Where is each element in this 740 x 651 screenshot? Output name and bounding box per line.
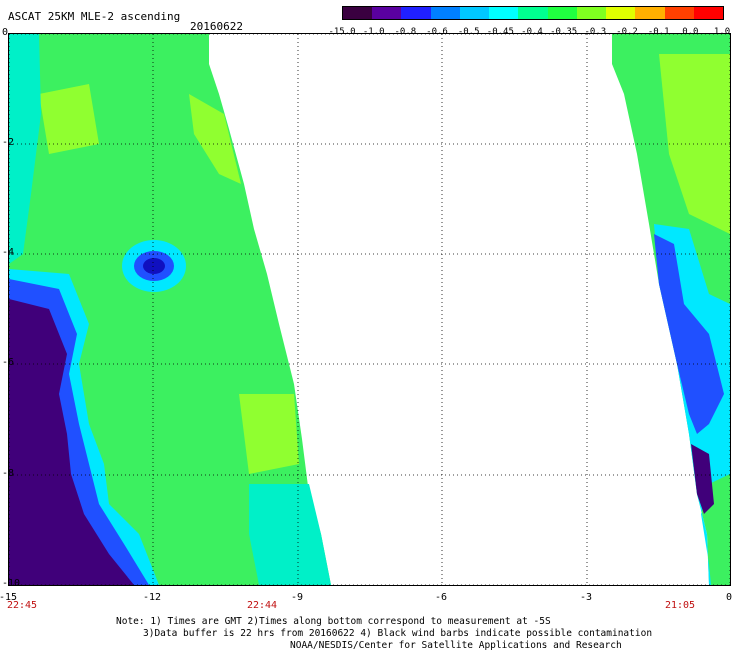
right-swath-green-tip [709,559,730,585]
colorbar-label: -0.8 [394,27,417,37]
colorbar-segment [401,7,432,19]
left-swath-teal-edge [249,484,331,585]
colorbar-label: -0.35 [550,27,578,37]
right-swath-yellowgreen-patch [659,54,730,234]
longitude-label: -9 [290,592,304,603]
colorbar-segment [606,7,636,19]
colorbar-label: -0.2 [616,27,638,37]
colorbar-label: -1.0 [362,27,385,37]
colorbar-label: -0.3 [584,27,607,37]
note-line-2: 3)Data buffer is 22 hrs from 20160622 4)… [143,628,653,639]
longitude-label: -3 [579,592,593,603]
colorbar-segment [518,7,549,19]
latitude-label: -6 [2,357,15,368]
left-swath-teal-edge [9,34,41,264]
swath-map [8,33,731,586]
colorbar-segment [547,7,578,19]
time-label-middle: 22:44 [246,600,278,611]
colorbar-label: 0.0 [682,27,699,37]
eddy-core [143,258,165,274]
latitude-label: -2 [2,137,15,148]
map-title: ASCAT 25KM MLE-2 ascending [8,10,181,23]
right-swath-blue-band [654,234,724,434]
longitude-label: -12 [142,592,162,603]
colorbar-legend [342,6,724,20]
longitude-label: 0 [725,592,733,603]
colorbar-label: -0.4 [521,27,543,37]
colorbar-label: -0.5 [457,27,480,37]
time-label-right: 21:05 [664,600,696,611]
longitude-label: -6 [434,592,448,603]
colorbar-segment [372,7,402,19]
map-date: 20160622 [190,20,243,33]
latitude-label: -10 [2,578,21,589]
colorbar-segment [693,7,724,19]
colorbar-segment [343,7,373,19]
note-line-1: Note: 1) Times are GMT 2)Times along bot… [116,616,551,627]
longitude-label: -15 [0,592,18,603]
latitude-label: -4 [2,247,15,258]
time-label-left: 22:45 [6,600,38,611]
colorbar-label: -0.6 [426,27,448,37]
colorbar-segment [459,7,490,19]
colorbar-segment [635,7,666,19]
latitude-label: 0 [2,27,9,38]
latitude-label: -8 [2,468,15,479]
left-swath-yellowgreen-patch [39,84,99,154]
colorbar-label: -15.0 [328,27,356,37]
left-swath-purple-region [9,299,134,585]
colorbar-segment [576,7,607,19]
colorbar-segment [664,7,695,19]
colorbar-label: -0.45 [486,27,514,37]
right-swath-purple-patch [691,444,714,514]
colorbar-segment [489,7,519,19]
colorbar-label: -0.1 [647,27,670,37]
left-swath-yellowgreen-patch [239,394,299,474]
colorbar-label: 1.0 [713,27,731,37]
note-line-3: NOAA/NESDIS/Center for Satellite Applica… [290,640,622,651]
colorbar-segment [430,7,461,19]
left-swath-yellowgreen-patch [189,94,241,184]
